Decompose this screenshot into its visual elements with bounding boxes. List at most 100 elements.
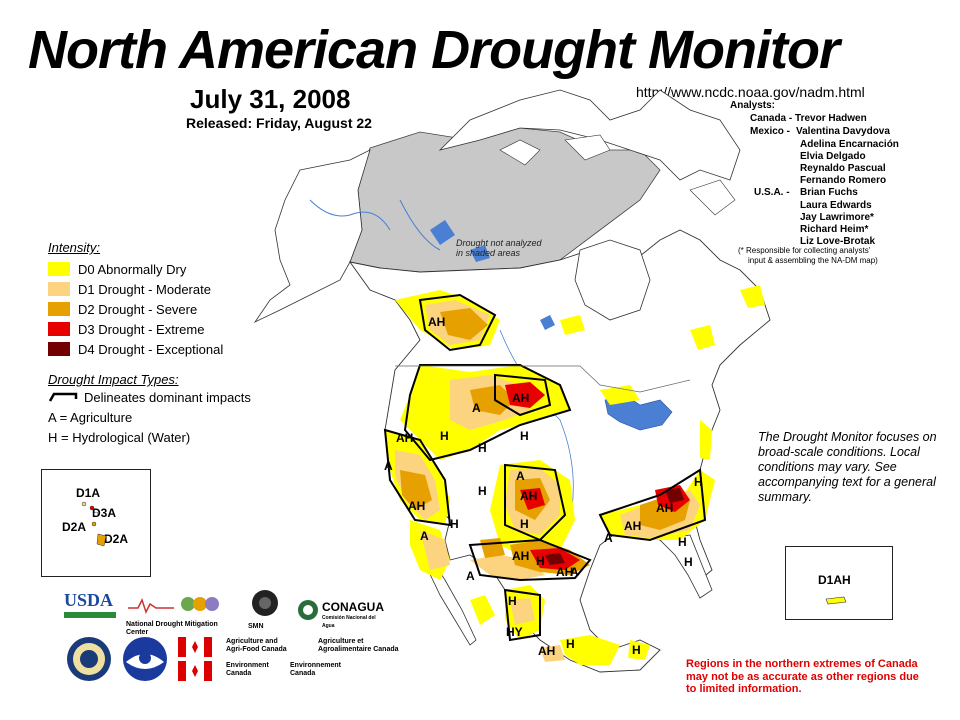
svg-text:AH: AH [624, 519, 641, 533]
svg-text:A: A [466, 569, 475, 583]
svg-text:H: H [478, 441, 487, 455]
analyst-usa-0: Brian Fuchs [800, 187, 858, 198]
analyst-footnote-2: input & assembling the NA-DM map) [748, 256, 878, 265]
analyst-mexico-0: Valentina Davydova [796, 126, 890, 137]
analyst-usa-1: Laura Edwards [800, 200, 872, 211]
svg-text:H: H [508, 594, 517, 608]
analyst-mexico-1: Adelina Encarnación [800, 139, 899, 150]
analyst-usa-label: U.S.A. - [754, 187, 790, 198]
canada-flag-icon-2 [178, 661, 212, 681]
legend-swatch-d2 [48, 302, 70, 316]
hawaii-label-2: D3A [92, 506, 117, 520]
puerto-rico-inset: D1AH [785, 546, 893, 620]
svg-text:A: A [570, 565, 579, 579]
legend-item-d0: D0 Abnormally Dry [48, 259, 268, 279]
analyst-usa-3: Richard Heim* [800, 224, 869, 235]
svg-text:AH: AH [520, 489, 537, 503]
impact-line-icon [48, 392, 78, 402]
svg-text:H: H [566, 637, 575, 651]
agri-canada-fr: Agriculture et Agroalimentaire Canada [318, 638, 399, 653]
analyst-mexico-label: Mexico - [750, 126, 791, 137]
conagua-logo: CONAGUA Comisión Nacional del Agua [296, 598, 388, 629]
env-canada-fr: Environnement Canada [290, 662, 341, 677]
legend-item-d4: D4 Drought - Exceptional [48, 339, 268, 359]
svg-text:AH: AH [512, 391, 529, 405]
source-url[interactable]: http://www.ncdc.noaa.gov/nadm.html [636, 84, 865, 100]
impact-h-row: H = Hydrological (Water) [48, 429, 191, 445]
svg-text:AH: AH [512, 549, 529, 563]
ndmc-logo: National Drought Mitigation Center [126, 594, 236, 636]
map-date: July 31, 2008 [190, 84, 351, 114]
intensity-legend: Intensity: D0 Abnormally Dry D1 Drought … [48, 240, 268, 359]
svg-text:AH: AH [556, 565, 573, 579]
svg-text:AH: AH [396, 431, 413, 445]
svg-text:H: H [678, 535, 687, 549]
analyst-footnote-1: (* Responsible for collecting analysts' [738, 246, 871, 255]
legend-item-d3: D3 Drought - Extreme [48, 319, 268, 339]
svg-text:H: H [520, 429, 529, 443]
svg-text:AH: AH [408, 499, 425, 513]
legend-swatch-d0 [48, 262, 70, 276]
env-canada-en: Environment Canada [226, 662, 269, 677]
florida [659, 534, 713, 599]
svg-text:H: H [684, 555, 693, 569]
legend-swatch-d4 [48, 342, 70, 356]
legend-item-d2: D2 Drought - Severe [48, 299, 268, 319]
analyst-canada: Canada - Trevor Hadwen [750, 113, 867, 124]
intensity-title: Intensity: [48, 240, 101, 255]
baja-california [427, 559, 477, 646]
impact-title: Drought Impact Types: [48, 372, 179, 387]
svg-text:H: H [478, 484, 487, 498]
legend-item-d1: D1 Drought - Moderate [48, 279, 268, 299]
svg-text:A: A [516, 469, 525, 483]
ndmc-wave-icon [128, 597, 219, 614]
arctic-islands [438, 89, 741, 181]
smn-globe-icon [252, 590, 278, 616]
hudson-bay [574, 239, 651, 321]
conagua-icon [298, 600, 318, 620]
not-analyzed-note: Drought not analyzed in shaded areas [456, 238, 542, 258]
impact-boundaries [383, 293, 707, 642]
impact-line-row: Delineates dominant impacts [48, 387, 288, 407]
svg-text:AH: AH [656, 501, 673, 515]
hawaii-label-4: D2A [104, 532, 129, 546]
noaa-logo-icon [123, 637, 167, 681]
svg-text:A: A [384, 459, 393, 473]
usda-logo: USDA [64, 590, 116, 622]
smn-logo: SMN [248, 588, 284, 630]
analysts-heading: Analysts: [730, 100, 776, 111]
drought-monitor-note: The Drought Monitor focuses on broad-sca… [758, 430, 937, 504]
svg-text:A: A [420, 529, 429, 543]
d4-areas [545, 488, 684, 565]
svg-text:A: A [472, 401, 481, 415]
agri-canada-en: Agriculture and Agri-Food Canada [226, 638, 287, 653]
impact-legend: Drought Impact Types: Delineates dominan… [48, 372, 288, 447]
svg-text:H: H [440, 429, 449, 443]
impact-labels: AH A AH AH H A AH H H AH A H A H H AH A … [384, 315, 703, 658]
puerto-rico-label: D1AH [818, 573, 851, 587]
legend-swatch-d3 [48, 322, 70, 336]
analyst-usa-4: Liz Love-Brotak [800, 236, 876, 247]
svg-text:AH: AH [538, 644, 555, 658]
analyst-usa-2: Jay Lawrimore* [800, 212, 874, 223]
svg-text:H: H [694, 475, 703, 489]
hawaii-label-3: D2A [62, 520, 87, 534]
hawaii-label-1: D1A [76, 486, 101, 500]
svg-text:H: H [520, 517, 529, 531]
hawaii-inset: D1A D3A D2A D2A [41, 469, 151, 577]
analyst-mexico-3: Reynaldo Pascual [800, 163, 886, 174]
impact-a-row: A = Agriculture [48, 409, 133, 425]
map-title: North American Drought Monitor [28, 20, 840, 80]
svg-text:A: A [604, 531, 613, 545]
svg-text:H: H [632, 643, 641, 657]
alaska [253, 149, 371, 324]
analyst-mexico-4: Fernando Romero [800, 175, 887, 186]
analyst-mexico-2: Elvia Delgado [800, 151, 866, 162]
released-date: Released: Friday, August 22 [186, 115, 372, 131]
doc-seal-icon [67, 637, 111, 681]
regions-note: Regions in the northern extremes of Cana… [686, 658, 919, 695]
puerto-rico-island [825, 596, 847, 605]
svg-text:H: H [450, 517, 459, 531]
svg-text:AH: AH [428, 315, 445, 329]
